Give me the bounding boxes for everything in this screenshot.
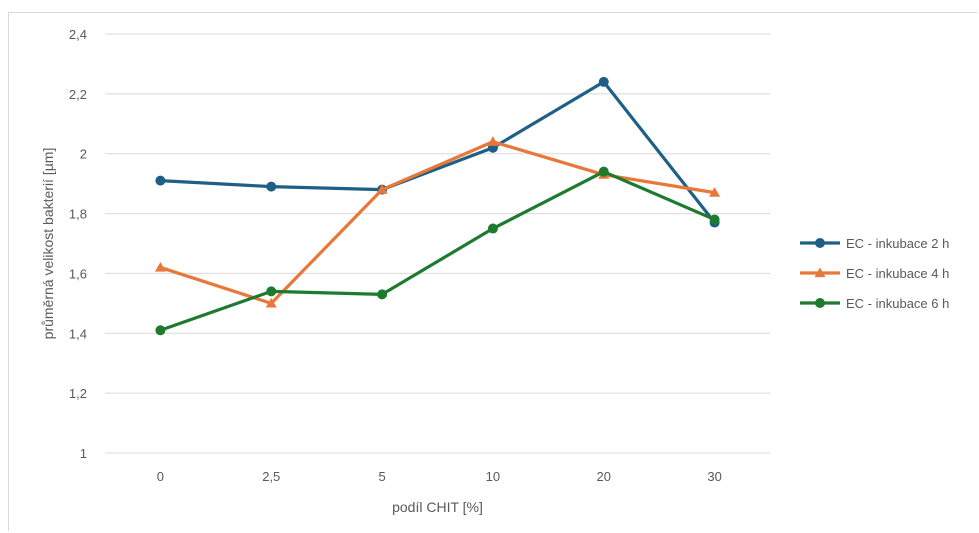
y-tick-labels: 1 1,2 1,4 1,6 1,8 2 2,2 2,4 [69, 27, 87, 461]
series-line [160, 80, 716, 224]
x-tick-label: 5 [378, 469, 385, 484]
data-point [598, 166, 609, 177]
data-point [377, 289, 388, 300]
y-tick-label: 2,2 [69, 87, 87, 102]
y-tick-label: 1,8 [69, 207, 87, 222]
gridlines [105, 33, 770, 454]
legend-label: EC - inkubace 2 h [846, 236, 949, 251]
data-point [709, 187, 721, 197]
series-group [154, 76, 721, 336]
legend: EC - inkubace 2 h EC - inkubace 4 h EC - i… [800, 236, 949, 311]
x-tick-label: 10 [486, 469, 500, 484]
legend-marker [814, 267, 826, 278]
x-axis-title: podíl CHIT [%] [392, 499, 483, 515]
series-2 [154, 136, 721, 308]
x-tick-labels: 0 2,5 5 10 20 30 [157, 469, 722, 484]
data-point [487, 223, 498, 234]
data-point [155, 325, 166, 336]
data-point [265, 297, 277, 308]
legend-item: EC - inkubace 4 h [800, 266, 949, 281]
legend-item: EC - inkubace 6 h [800, 296, 949, 311]
data-point [154, 261, 166, 272]
data-point [376, 184, 388, 194]
data-point [155, 175, 166, 186]
x-tick-label: 20 [597, 469, 611, 484]
y-tick-label: 2 [80, 147, 87, 162]
legend-marker [815, 298, 825, 308]
data-point [598, 76, 609, 87]
legend-label: EC - inkubace 6 h [846, 296, 949, 311]
series-line [159, 170, 716, 332]
data-point [709, 214, 720, 225]
x-tick-label: 2,5 [262, 469, 280, 484]
legend-marker [815, 238, 825, 248]
y-tick-label: 1,6 [69, 266, 87, 281]
data-point [487, 136, 499, 146]
y-tick-label: 2,4 [69, 27, 87, 42]
data-point [266, 286, 277, 297]
chart-frame [8, 12, 977, 531]
x-tick-label: 30 [707, 469, 721, 484]
y-axis-title: průměrná velikost bakterií [µm] [40, 148, 56, 340]
legend-item: EC - inkubace 2 h [800, 236, 949, 251]
series-1 [155, 76, 720, 228]
y-tick-label: 1,4 [69, 326, 87, 341]
legend-label: EC - inkubace 4 h [846, 266, 949, 281]
x-tick-label: 0 [157, 469, 164, 484]
series-3 [155, 166, 720, 336]
data-point [266, 181, 277, 192]
y-tick-label: 1,2 [69, 386, 87, 401]
series-line [159, 140, 715, 305]
y-tick-label: 1 [80, 446, 87, 461]
